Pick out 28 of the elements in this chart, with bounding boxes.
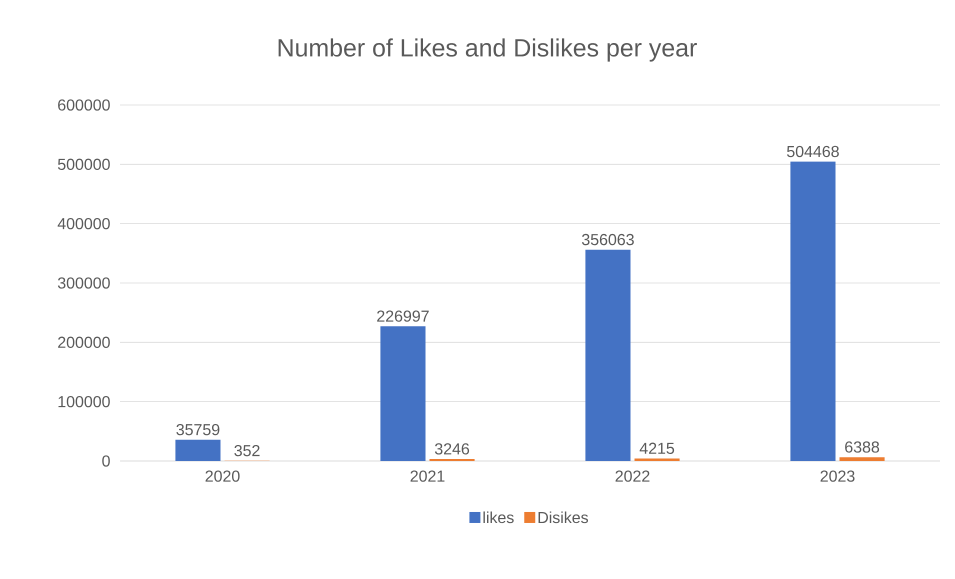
y-tick-label: 0 (102, 455, 110, 467)
data-label: 352 (234, 444, 260, 456)
x-tick-label: 2022 (616, 470, 650, 482)
bar (380, 326, 426, 461)
data-label: 4215 (640, 442, 674, 454)
bar (175, 440, 221, 461)
bar (634, 458, 680, 461)
data-label: 3246 (434, 443, 470, 455)
bar (585, 250, 631, 461)
y-tick-label: 600000 (58, 99, 110, 111)
legend-label: likes (483, 511, 514, 524)
bar (840, 457, 885, 461)
data-label: 226997 (377, 310, 429, 322)
x-tick-label: 2020 (206, 470, 240, 482)
y-tick-label: 100000 (58, 396, 110, 408)
x-tick-label: 2021 (410, 470, 444, 482)
bar (790, 162, 836, 461)
y-tick-label: 400000 (58, 218, 110, 230)
x-tick-label: 2023 (820, 470, 855, 482)
chart-title: Number of Likes and Dislikes per year (278, 38, 697, 62)
data-label: 6388 (845, 441, 880, 453)
y-tick-label: 500000 (58, 158, 110, 170)
data-label: 35759 (176, 424, 220, 436)
y-tick-label: 300000 (58, 277, 110, 289)
y-tick-label: 200000 (58, 336, 110, 348)
data-label: 504468 (787, 146, 839, 158)
data-label: 356063 (582, 234, 634, 246)
legend-label: Disikes (538, 511, 588, 524)
